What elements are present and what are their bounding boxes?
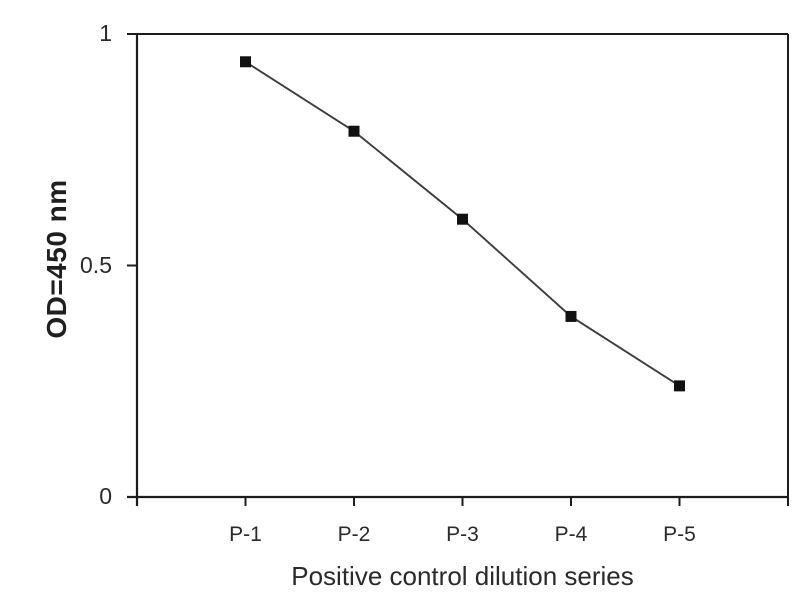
y-tick-label: 0.5 bbox=[80, 251, 112, 278]
data-point-marker bbox=[240, 56, 251, 68]
data-point-marker bbox=[674, 380, 685, 392]
x-tick-label: P-4 bbox=[554, 523, 588, 546]
x-tick-label: P-3 bbox=[446, 523, 479, 546]
x-tick-label: P-5 bbox=[663, 523, 696, 546]
y-tick-label: 0 bbox=[99, 483, 112, 509]
data-point-marker bbox=[457, 213, 468, 225]
x-axis-title: Positive control dilution series bbox=[291, 561, 634, 591]
y-tick-label: 1 bbox=[99, 20, 112, 46]
x-tick-label: P-2 bbox=[337, 523, 371, 546]
data-point-marker bbox=[348, 125, 360, 137]
data-point-marker bbox=[565, 310, 577, 322]
x-tick-label: P-1 bbox=[229, 523, 262, 546]
